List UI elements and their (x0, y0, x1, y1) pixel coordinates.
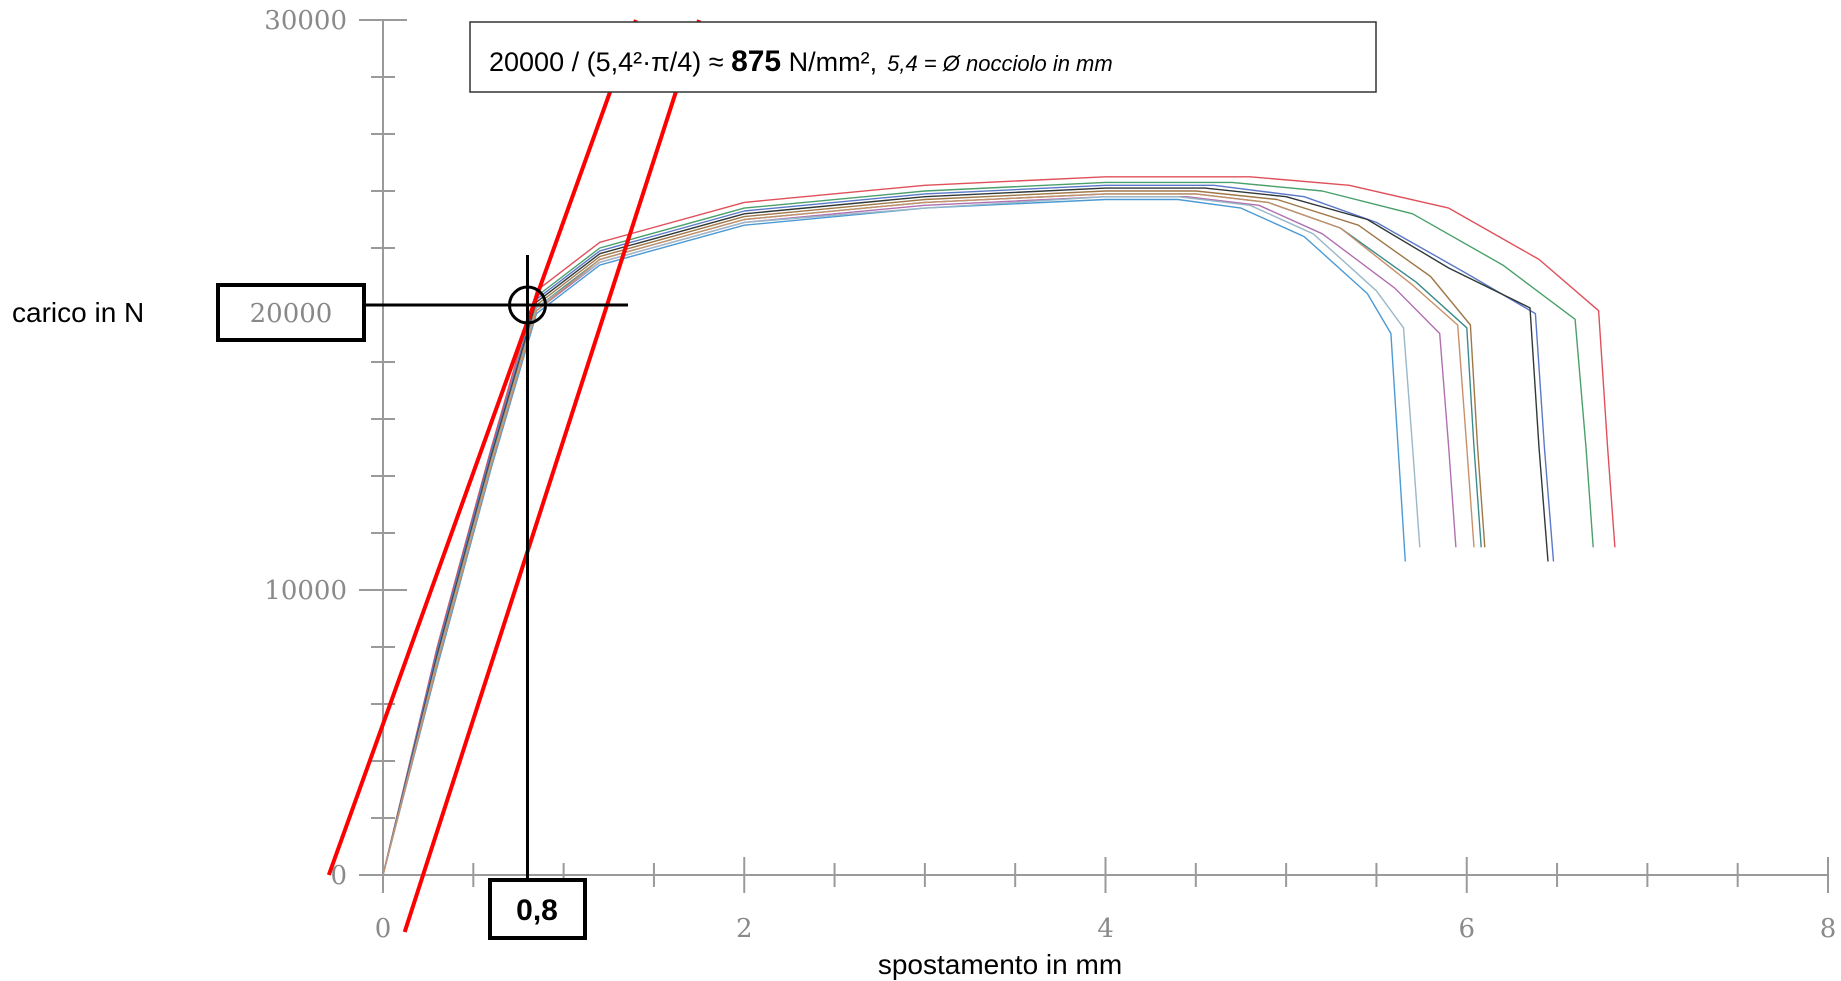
x-marker-box: 0,8 (488, 878, 587, 940)
y-marker-box: 20000 (216, 283, 366, 342)
y-tick-label: 10000 (264, 576, 347, 606)
y-tick-label: 0 (330, 861, 347, 891)
x-tick-label: 8 (1820, 914, 1837, 944)
x-tick-label: 2 (736, 914, 753, 944)
x-axis-title: spostamento in mm (878, 949, 1122, 980)
x-tick-label: 4 (1097, 914, 1114, 944)
series-line-10 (382, 193, 1475, 876)
series-line-9 (382, 195, 1421, 876)
marker-circle (508, 285, 547, 325)
formula-note: 5,4 = Ø nocciolo in mm (887, 51, 1113, 76)
x-tick-label: 0 (375, 914, 392, 944)
red-tangent-line-2 (402, 19, 701, 933)
construction-lines (326, 19, 701, 933)
y-axis-title: carico in N (12, 297, 144, 328)
formula-annotation: 20000 / (5,4²·π/4) ≈ 875 N/mm², 5,4 = Ø n… (469, 21, 1377, 93)
formula-text: 20000 / (5,4²·π/4) ≈ 875 N/mm², 5,4 = Ø n… (489, 45, 1113, 78)
formula-unit: N/mm², (781, 47, 877, 77)
x-tick-label: 6 (1458, 914, 1475, 944)
marker-crosshair (364, 255, 628, 880)
series-group (382, 176, 1616, 876)
series-line-4 (382, 187, 1549, 876)
red-tangent-line-1 (326, 19, 638, 876)
formula-value: 875 (731, 45, 781, 78)
tick-labels: 0 2 4 6 8 0 10000 30000 (264, 6, 1836, 944)
formula-main: 20000 / (5,4²·π/4) ≈ (489, 47, 731, 77)
series-line-8 (382, 198, 1406, 876)
series-line-3 (382, 184, 1555, 876)
series-line-1 (382, 176, 1616, 876)
x-marker-label: 0,8 (516, 894, 558, 927)
y-marker-label: 20000 (250, 299, 333, 329)
y-tick-label: 30000 (264, 6, 347, 36)
series-line-5 (382, 190, 1486, 876)
